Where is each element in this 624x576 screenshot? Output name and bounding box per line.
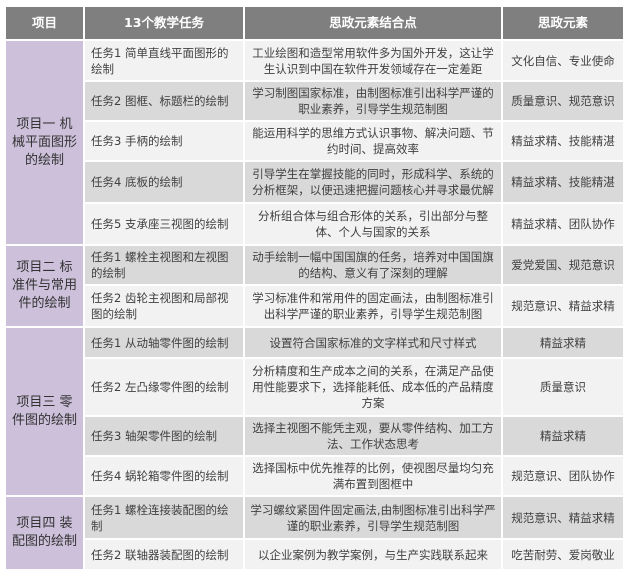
point-cell: 能运用科学的思维方式认识事物、解决问题、节约时间、提高效率 [243,120,503,162]
table-row: 任务2 齿轮主视图和局部视图的绘制 学习标准件和常用件的固定画法，由制图标准引出科… [5,284,624,328]
header-project: 项目 [4,5,85,41]
header-points: 思政元素结合点 [243,5,503,41]
task-cell: 任务2 联轴器装配图的绘制 [83,538,245,571]
element-cell: 规范意识、团队协作 [501,455,624,497]
point-cell: 引导学生在掌握技能的同时，形成科学、系统的分析框架，以便迅速把握问题核心并寻求最… [243,160,503,204]
point-cell: 选择主视图不能凭主观，要从零件结构、加工方法、工作状态思考 [243,415,503,457]
project-cell: 项目四 装配图的绘制 [4,495,85,571]
table-row: 项目三 零件图的绘制 任务1 从动轴零件图的绘制 设置符合国家标准的文字样式和尺寸样… [4,326,624,497]
task-cell: 任务5 支承座三视图的绘制 [83,202,245,246]
table-row: 项目四 装配图的绘制 任务1 螺栓连接装配图的绘制 学习螺纹紧固件固定画法,由制图标… [4,495,624,571]
element-cell: 精益求精 [501,326,624,359]
task-cell: 任务1 螺栓连接装配图的绘制 [83,495,245,540]
table-row: 任务2 左凸缘零件图的绘制 分析精度和生产成本之间的关系，在满足产品使用性能要求下… [5,357,624,417]
point-cell: 学习标准件和常用件的固定画法，由制图标准引出科学严谨的职业素养，引导学生规范制图 [243,284,503,328]
task-cell: 任务4 蜗轮箱零件图的绘制 [83,455,245,497]
table-row: 任务5 支承座三视图的绘制 分析组合体与组合形体的关系，引出部分与整体、个人与国家… [5,202,624,246]
point-cell: 学习制图国家标准，由制图标准引出科学严谨的职业素养，引导学生规范制图 [243,80,503,122]
element-cell: 规范意识、精益求精 [501,495,624,540]
element-cell: 精益求精 [501,415,624,457]
element-cell: 质量意识 [501,357,624,417]
task-cell: 任务4 底板的绘制 [83,160,245,204]
table-row: 项目一 机械平面图形的绘制 任务1 简单直线平面图形的绘制 工业绘图和造型常用软件多… [4,39,624,246]
table-row: 任务4 蜗轮箱零件图的绘制 选择国标中优先推荐的比例，使视图尽量均匀充满布置到图框… [5,455,624,497]
header-tasks: 13个教学任务 [83,5,245,41]
header-elements: 思政元素 [501,5,624,41]
element-cell: 规范意识、精益求精 [501,284,624,328]
table-row: 任务2 联轴器装配图的绘制 以企业案例为教学案例，与生产实践联系起来 吃苦耐劳、爱岗… [5,538,624,571]
table-row: 任务3 手柄的绘制 能运用科学的思维方式认识事物、解决问题、节约时间、提高效率 精益… [5,120,624,162]
task-cell: 任务1 螺栓主视图和左视图的绘制 [83,244,245,286]
table-row: 任务4 底板的绘制 引导学生在掌握技能的同时，形成科学、系统的分析框架，以便迅速把… [5,160,624,204]
element-cell: 文化自信、专业使命 [501,39,624,82]
task-cell: 任务1 简单直线平面图形的绘制 [83,39,245,82]
task-cell: 任务2 左凸缘零件图的绘制 [83,357,245,417]
point-cell: 学习螺纹紧固件固定画法,由制图标准引出科学严谨的职业素养，引导学生规范制图 [243,495,503,540]
point-cell: 分析组合体与组合形体的关系，引出部分与整体、个人与国家的关系 [243,202,503,246]
table-row: 项目二 标准件与常用件的绘制 任务1 螺栓主视图和左视图的绘制 动手绘制一幅中国国旗… [4,244,624,328]
point-cell: 以企业案例为教学案例，与生产实践联系起来 [243,538,503,571]
point-cell: 设置符合国家标准的文字样式和尺寸样式 [243,326,503,359]
table-row: 任务3 轴架零件图的绘制 选择主视图不能凭主观，要从零件结构、加工方法、工作状态思… [5,415,624,457]
task-cell: 任务2 齿轮主视图和局部视图的绘制 [83,284,245,328]
element-cell: 精益求精、团队协作 [501,202,624,246]
table-row: 任务2 图框、标题栏的绘制 学习制图国家标准，由制图标准引出科学严谨的职业素养，引… [5,80,624,122]
task-cell: 任务3 手柄的绘制 [83,120,245,162]
element-cell: 质量意识、规范意识 [501,80,624,122]
element-cell: 吃苦耐劳、爱岗敬业 [501,538,624,571]
project-cell: 项目三 零件图的绘制 [4,326,85,497]
point-cell: 动手绘制一幅中国国旗的任务，培养对中国国旗的结构、意义有了深刻的理解 [243,244,503,286]
header-row: 项目 13个教学任务 思政元素结合点 思政元素 [4,5,624,41]
element-cell: 精益求精、技能精湛 [501,120,624,162]
point-cell: 选择国标中优先推荐的比例，使视图尽量均匀充满布置到图框中 [243,455,503,497]
point-cell: 分析精度和生产成本之间的关系，在满足产品使用性能要求下，选择能耗低、成本低的产品… [243,357,503,417]
task-cell: 任务3 轴架零件图的绘制 [83,415,245,457]
task-cell: 任务2 图框、标题栏的绘制 [83,80,245,122]
project-cell: 项目二 标准件与常用件的绘制 [4,244,85,328]
element-cell: 爱党爱国、规范意识 [501,244,624,286]
point-cell: 工业绘图和造型常用软件多为国外开发，这让学生认识到中国在软件开发领域存在一定差距 [243,39,503,82]
element-cell: 精益求精、技能精湛 [501,160,624,204]
curriculum-table: 项目 13个教学任务 思政元素结合点 思政元素 项目一 机械平面图形的绘制 任务1… [4,5,624,571]
project-cell: 项目一 机械平面图形的绘制 [4,39,85,246]
task-cell: 任务1 从动轴零件图的绘制 [83,326,245,359]
